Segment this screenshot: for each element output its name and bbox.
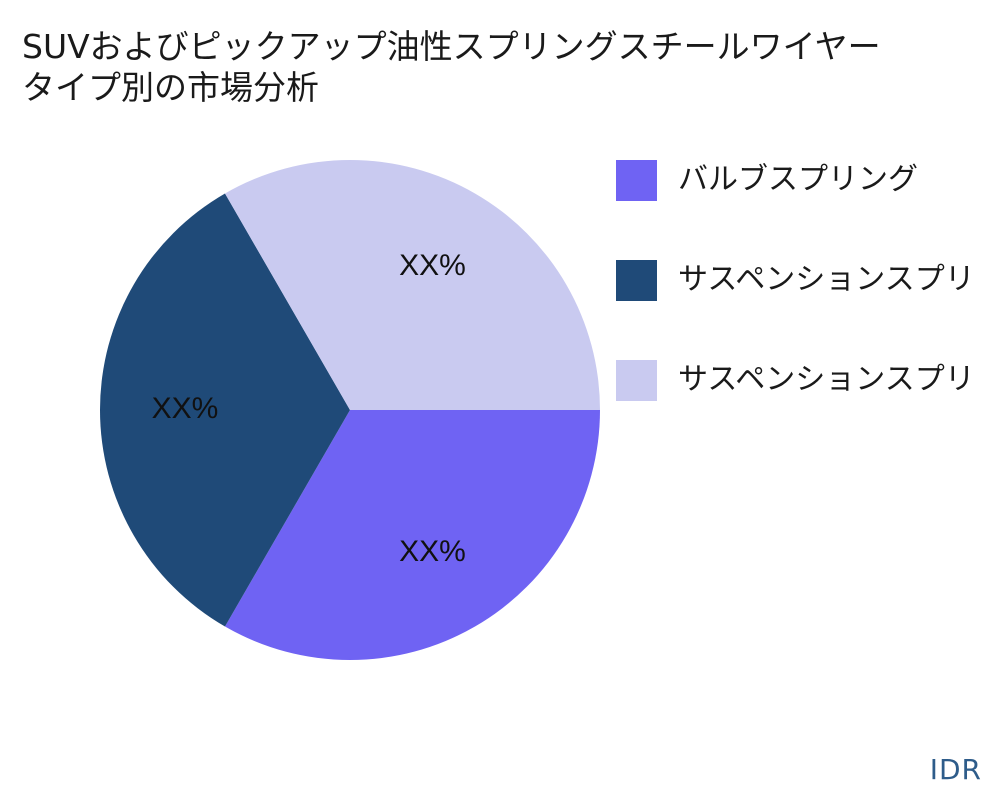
pie-slice-label-2: XX% <box>152 392 219 425</box>
chart-title-line-1: SUVおよびピックアップ油性スプリングスチールワイヤー <box>22 27 881 66</box>
legend-swatch-1 <box>616 160 657 201</box>
pie-slice-label-3: XX% <box>399 249 466 282</box>
legend-swatch-3 <box>616 360 657 401</box>
pie-slice-2 <box>99 193 350 627</box>
pie-slice-label-1: XX% <box>399 535 466 568</box>
legend-item-2: サスペンションスプリ <box>616 260 1000 301</box>
legend-label-1: バルブスプリング <box>678 162 918 197</box>
chart-title-line-2: タイプ別の市場分析 <box>22 68 319 107</box>
brand-logo: IDR <box>929 753 982 786</box>
pie-slice-1 <box>225 410 600 661</box>
legend-swatch-2 <box>616 260 657 301</box>
chart-title: SUVおよびピックアップ油性スプリングスチールワイヤー タイプ別の市場分析 <box>22 26 982 108</box>
legend-label-2: サスペンションスプリ <box>678 262 975 297</box>
chart-legend: バルブスプリングサスペンションスプリ サスペンションスプリ <box>616 160 1000 460</box>
legend-item-3: サスペンションスプリ <box>616 360 1000 401</box>
pie-slice-3 <box>225 159 600 410</box>
legend-label-3: サスペンションスプリ <box>678 362 975 397</box>
legend-item-1: バルブスプリング <box>616 160 1000 201</box>
